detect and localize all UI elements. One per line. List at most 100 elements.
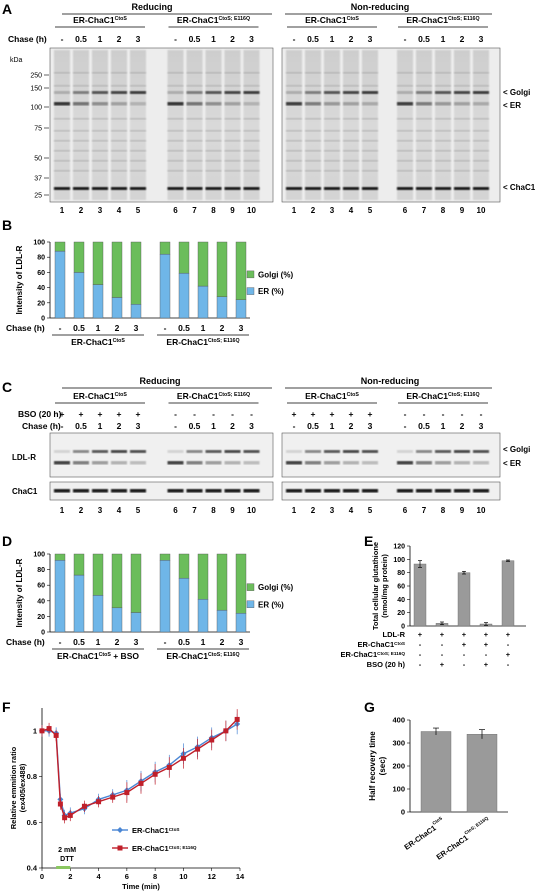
chase-value: 1 [441,34,446,44]
blot-faint-band [286,118,302,120]
blot-faint-band [473,150,489,152]
panel-c-letter: C [2,379,12,395]
blot-lane [362,50,378,200]
chase-value: - [164,323,167,333]
band-label: < ChaC1 [503,183,536,192]
blot-faint-band [54,140,70,142]
blot-faint-band [130,130,146,132]
golgi-band [416,450,432,453]
blot-faint-band [92,150,108,152]
y-tick-label: 60 [37,270,45,277]
bar-golgi [73,553,85,576]
lane-number: 6 [173,506,178,515]
chac1-band [205,187,222,190]
blot-faint-band [111,85,127,87]
blot-faint-band [362,118,378,120]
blot-lane [111,50,127,200]
lane-number: 9 [230,506,235,515]
bar-er [130,612,142,633]
y-tick-label: 100 [393,557,405,564]
blot-faint-band [243,85,260,87]
x-axis-label: Time (min) [122,882,160,891]
blot-faint-band [362,170,378,172]
blot-faint-band [111,170,127,172]
row-value: + [462,640,467,649]
panel-a-nonreducing-title: Non-reducing [351,2,410,12]
bar-er [54,560,66,633]
x-tick-label: 6 [125,872,129,881]
panel-g-letter: G [364,699,375,715]
dtt-label: DTT [60,856,74,863]
golgi-band [111,450,127,453]
er-band [186,461,203,465]
y-tick-label: 400 [392,716,405,725]
legend-golgi-swatch [246,270,255,279]
bar-golgi [197,241,209,287]
blot-faint-band [305,72,321,74]
blot-faint-band [130,72,146,74]
row-value: + [484,660,489,669]
bso-value: + [79,409,84,419]
bar-er [178,577,190,633]
chase-value: 1 [201,637,206,647]
blot-lane [167,50,184,200]
chase-value: 1 [96,637,101,647]
bar-er [54,250,66,319]
blot-faint-band [205,170,222,172]
chac1-band [73,187,89,190]
y-tick-label: 60 [397,584,405,591]
legend-er-label: ER (%) [258,287,284,296]
row-value: + [462,630,467,639]
blot-faint-band [362,85,378,87]
golgi-band [54,91,70,94]
series-point [152,771,158,777]
row-label: BSO (20 h) [367,660,406,669]
lane-number: 10 [247,206,256,215]
blot-faint-band [111,160,127,162]
legend-er-swatch [246,600,255,608]
chase-value: - [174,421,177,431]
band-label: < ER [503,459,521,468]
row-label: ER-ChaC1CtoS; E116Q [340,650,405,659]
y-tick-label: 100 [33,240,45,247]
blot-faint-band [92,72,108,74]
blot-lane [305,50,321,200]
blot-lane [224,50,241,200]
chac1-band [92,489,108,493]
blot-faint-band [130,140,146,142]
bso-value: - [423,409,426,419]
er-band [243,102,260,106]
chase-label: Chase (h) [6,323,45,333]
blot-faint-band [416,85,432,87]
blot-faint-band [435,72,451,74]
er-band [224,102,241,106]
blot-faint-band [362,160,378,162]
blot-faint-band [54,72,70,74]
chase-value: 1 [441,421,446,431]
chac1-band [416,187,432,190]
bar-golgi [216,553,228,611]
blot-faint-band [343,130,359,132]
group-label: ER-ChaC1CtoS [71,337,125,347]
bso-value: + [349,409,354,419]
lane-number: 8 [441,506,446,515]
blot-faint-band [167,140,184,142]
blot-faint-band [416,130,432,132]
blot-faint-band [224,118,241,120]
chase-value: 0.5 [75,421,87,431]
lane-number: 3 [330,206,335,215]
row-value: + [484,630,489,639]
series-line [42,723,238,817]
lane-number: 8 [211,506,216,515]
bso-value: + [292,409,297,419]
blot-faint-band [416,118,432,120]
series-point [166,764,172,770]
bso-value: - [404,409,407,419]
er-band [416,102,432,106]
lane-number: 5 [136,506,141,515]
blot-faint-band [286,150,302,152]
blot-faint-band [305,170,321,172]
legend-er-swatch [246,287,255,295]
blot-faint-band [324,130,340,132]
blot-faint-band [92,140,108,142]
